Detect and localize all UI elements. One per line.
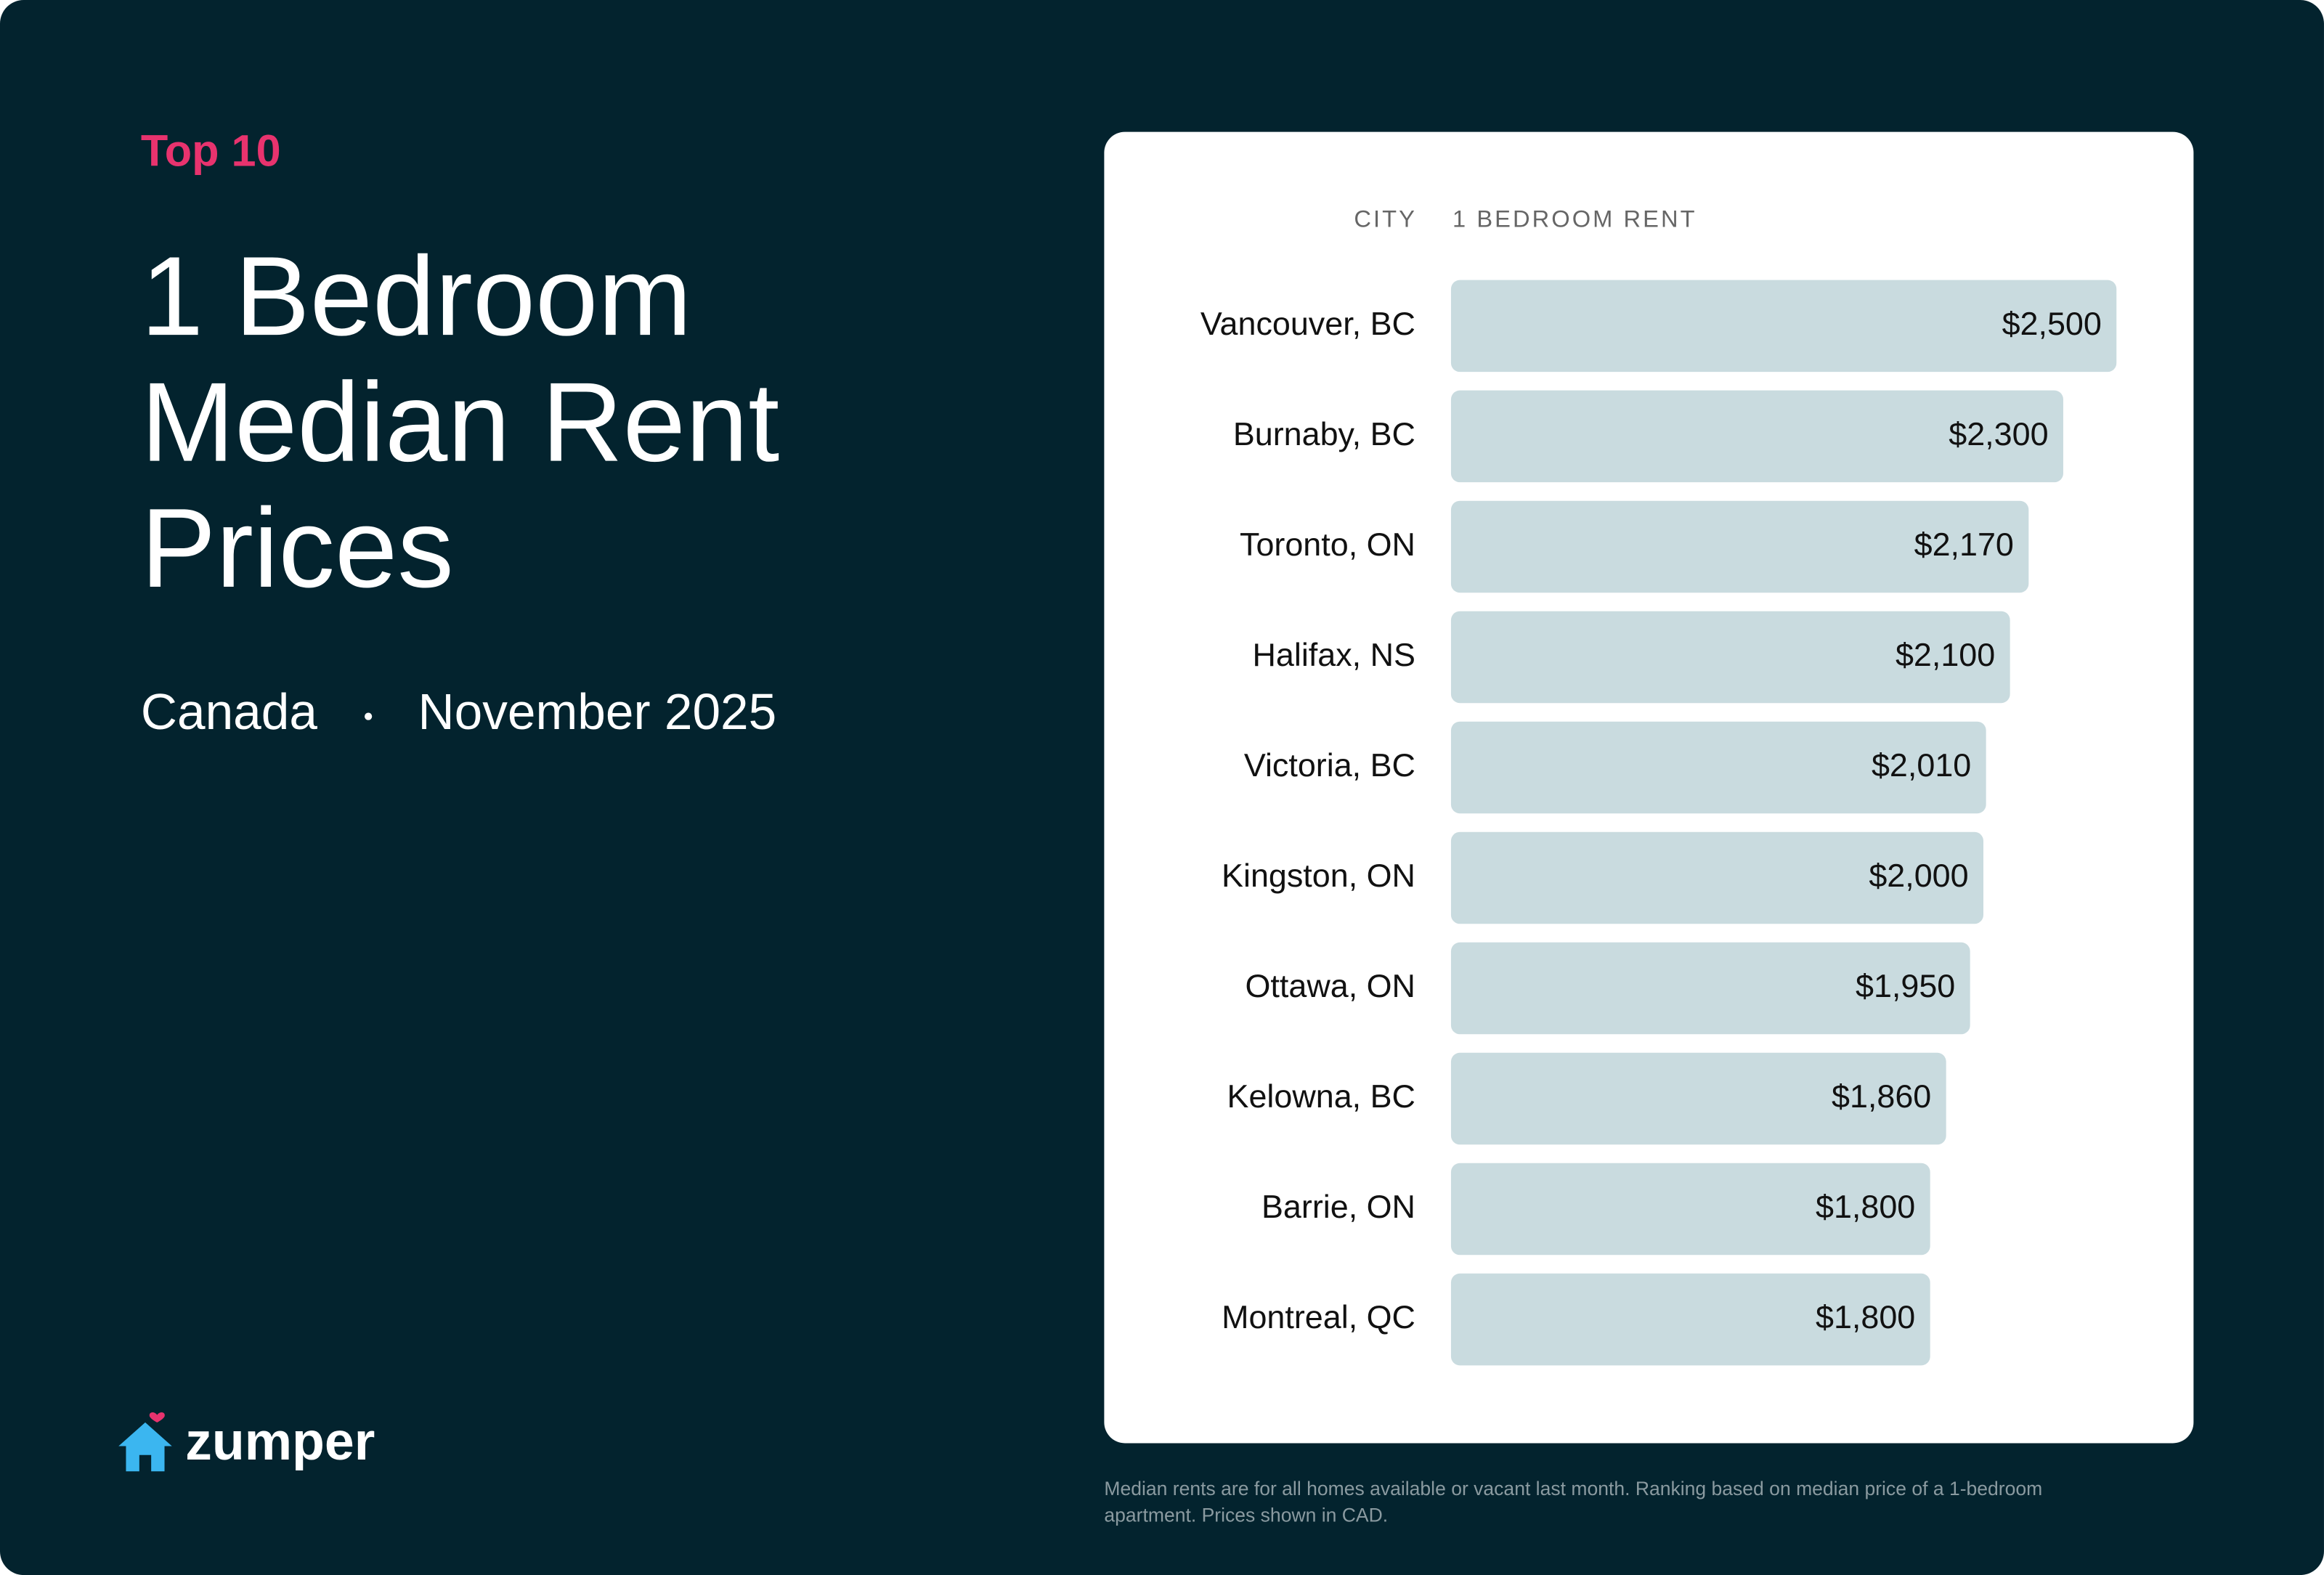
category-label: Toronto, ON [1240, 526, 1415, 563]
category-label: Burnaby, BC [1233, 415, 1415, 452]
logo-icon [118, 1412, 172, 1472]
bar [1450, 942, 1970, 1035]
category-label: Victoria, BC [1244, 746, 1415, 784]
bar [1450, 390, 2063, 483]
value-label: $1,800 [1816, 1298, 1915, 1335]
title: 1 Bedroom Median Rent Prices [140, 234, 780, 612]
bar [1450, 831, 1983, 924]
value-label: $1,860 [1832, 1078, 1931, 1115]
category-label: Barrie, ON [1261, 1188, 1415, 1225]
value-label: $2,500 [2002, 305, 2102, 342]
category-label: Kingston, ON [1222, 857, 1415, 894]
value-label: $2,000 [1869, 857, 1968, 894]
bar [1450, 500, 2029, 593]
value-label: $2,010 [1872, 746, 1971, 784]
bar [1450, 1163, 1930, 1255]
bar [1450, 1052, 1946, 1145]
bar [1450, 280, 2117, 373]
category-label: Halifax, NS [1252, 636, 1415, 673]
tag: Top 10 [140, 127, 281, 176]
region: Canada [140, 684, 317, 741]
separator-dot [365, 712, 373, 720]
category-label: Ottawa, ON [1246, 967, 1415, 1004]
footnote: Median rents are for all homes available… [1104, 1477, 2043, 1526]
value-label: $1,800 [1816, 1188, 1915, 1225]
bar [1450, 611, 2010, 704]
bar [1450, 1273, 1930, 1366]
value-label: $2,300 [1949, 415, 2048, 452]
column-header: CITY [1354, 205, 1417, 232]
column-header: 1 BEDROOM RENT [1452, 205, 1697, 232]
value-label: $1,950 [1856, 967, 1955, 1004]
category-label: Vancouver, BC [1200, 305, 1415, 342]
date: November 2025 [418, 684, 777, 741]
category-label: Montreal, QC [1222, 1298, 1415, 1335]
value-label: $2,100 [1896, 636, 1995, 673]
value-label: $2,170 [1914, 526, 2014, 563]
category-label: Kelowna, BC [1227, 1078, 1415, 1115]
bar [1450, 721, 1986, 814]
brand: zumper [185, 1410, 375, 1472]
